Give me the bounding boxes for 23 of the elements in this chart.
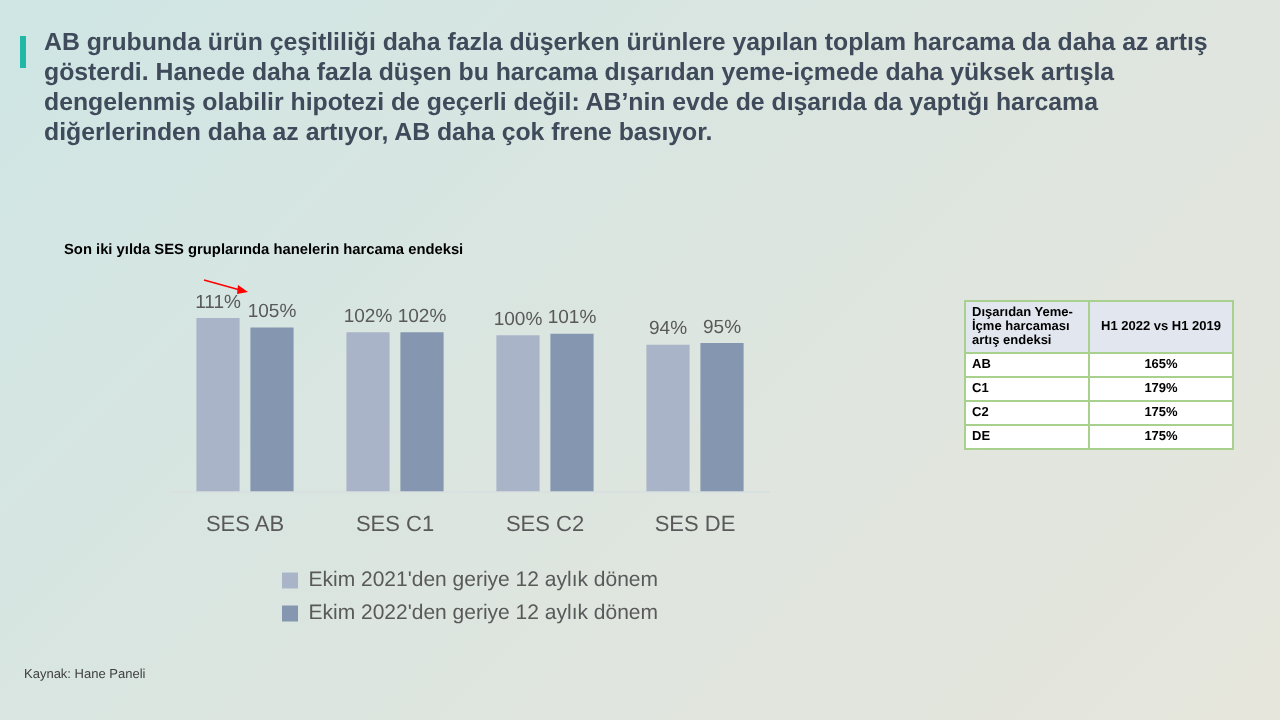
x-tick-label: SES C2 (505, 512, 585, 537)
data-label: 100% (493, 309, 544, 332)
data-label: 95% (702, 316, 743, 339)
data-label: 102% (397, 305, 448, 328)
bar (496, 335, 540, 492)
bar (700, 343, 744, 492)
x-tick-label: SES AB (205, 512, 285, 537)
x-tick-label: SES C1 (355, 512, 435, 537)
bar (550, 333, 594, 492)
bar (196, 318, 240, 492)
bar (250, 327, 294, 492)
data-label: 105% (247, 301, 298, 324)
legend-label: Ekim 2021'den geriye 12 aylık dönem (308, 568, 659, 593)
data-label: 102% (343, 305, 394, 328)
bar (346, 332, 390, 492)
chart-title: AB grubunda ürün çeşitliliği daha fazla düşerken ürünlere yapılan toplam harcama da daha az artış gösterdi. Hanede daha fazla düşen bu harcama dışarıdan yeme-içmede daha yüksek artışla dengelenmiş olabilir hipotezi de geçerli değil: AB’nin evde de dışarıda da yaptığı harcama diğerlerinden daha az artıyor, AB daha çok frene basıyor. (44, 28, 1210, 148)
data-label: 101% (547, 307, 598, 330)
x-tick-label: SES DE (654, 512, 736, 537)
data-label: 111% (195, 291, 242, 314)
bar (646, 344, 690, 492)
legend-label: Ekim 2022'den geriye 12 aylık dönem (308, 601, 659, 626)
data-label: 94% (648, 318, 689, 341)
bar (400, 332, 444, 492)
